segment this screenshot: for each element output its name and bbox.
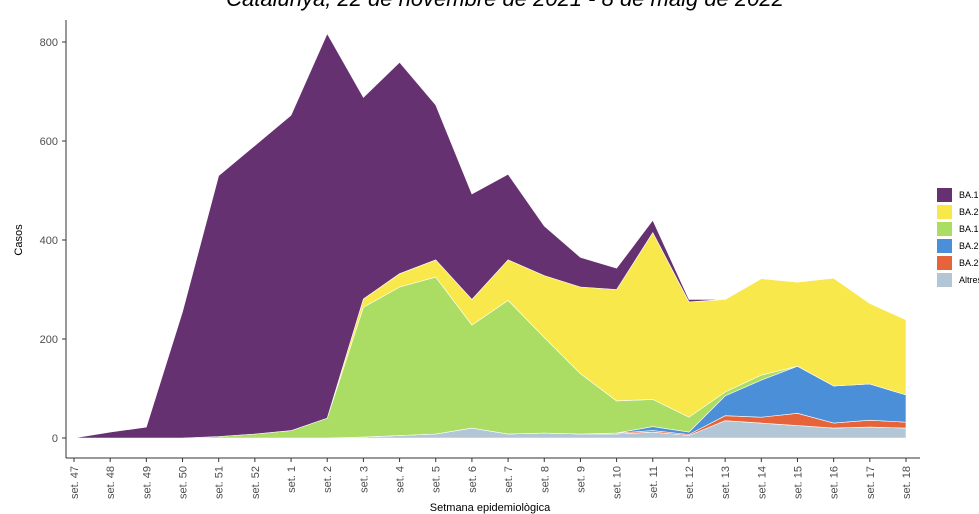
legend-swatch [937, 239, 952, 253]
x-axis-title: Setmana epidemiològica [430, 502, 551, 514]
legend-swatch [937, 205, 952, 219]
x-tick-label: set. 2 [322, 466, 334, 493]
y-tick-label: 200 [40, 334, 58, 346]
x-tick-label: set. 16 [829, 466, 841, 499]
x-tick-label: set. 7 [503, 466, 515, 493]
x-tick-label: set. 17 [865, 466, 877, 499]
y-tick-label: 600 [40, 136, 58, 148]
x-tick-label: set. 18 [901, 466, 913, 499]
legend-label: BA.2 [959, 258, 979, 268]
y-axis-title: Casos [13, 224, 25, 256]
x-tick-label: set. 52 [250, 466, 262, 499]
x-tick-label: set. 14 [756, 466, 768, 499]
area-series-6 [73, 32, 907, 439]
legend-label: BA.1 [959, 190, 979, 200]
x-tick-label: set. 6 [467, 466, 479, 493]
legend-swatch [937, 222, 952, 236]
legend-label: BA.2 [959, 241, 979, 251]
legend-swatch [937, 188, 952, 202]
chart-title: Catalunya, 22 de novembre de 2021 - 8 de… [226, 0, 784, 11]
x-tick-label: set. 15 [792, 466, 804, 499]
x-tick-label: set. 1 [286, 466, 298, 493]
x-tick-label: set. 50 [178, 466, 190, 499]
x-tick-label: set. 4 [395, 466, 407, 493]
x-tick-label: set. 47 [69, 466, 81, 499]
x-tick-label: set. 5 [431, 466, 443, 493]
legend-label: BA.2 [959, 207, 979, 217]
y-axis: 0 200 400 600 800 [40, 20, 67, 458]
x-tick-label: set. 51 [214, 466, 226, 499]
legend-swatch [937, 273, 952, 287]
x-tick-label: set. 49 [141, 466, 153, 499]
y-tick-label: 800 [40, 37, 58, 49]
legend: BA.1 BA.2 BA.1 BA.2 BA.2 Altres [937, 188, 979, 287]
x-tick-label: set. 8 [539, 466, 551, 493]
legend-label: BA.1 [959, 224, 979, 234]
x-axis: set. 47 set. 48 set. 49 set. 50 set. 51 set. … [66, 457, 920, 499]
x-tick-label: set. 10 [612, 466, 624, 499]
x-tick-label: set. 13 [720, 466, 732, 499]
y-tick-label: 400 [40, 235, 58, 247]
x-tick-label: set. 3 [358, 466, 370, 493]
legend-label: Altres [959, 275, 979, 285]
x-tick-label: set. 48 [105, 466, 117, 499]
y-tick-label: 0 [52, 433, 58, 445]
area-layers [73, 32, 907, 439]
legend-swatch [937, 256, 952, 270]
x-tick-label: set. 12 [684, 466, 696, 499]
x-tick-label: set. 11 [648, 466, 660, 498]
x-tick-label: set. 9 [575, 466, 587, 493]
